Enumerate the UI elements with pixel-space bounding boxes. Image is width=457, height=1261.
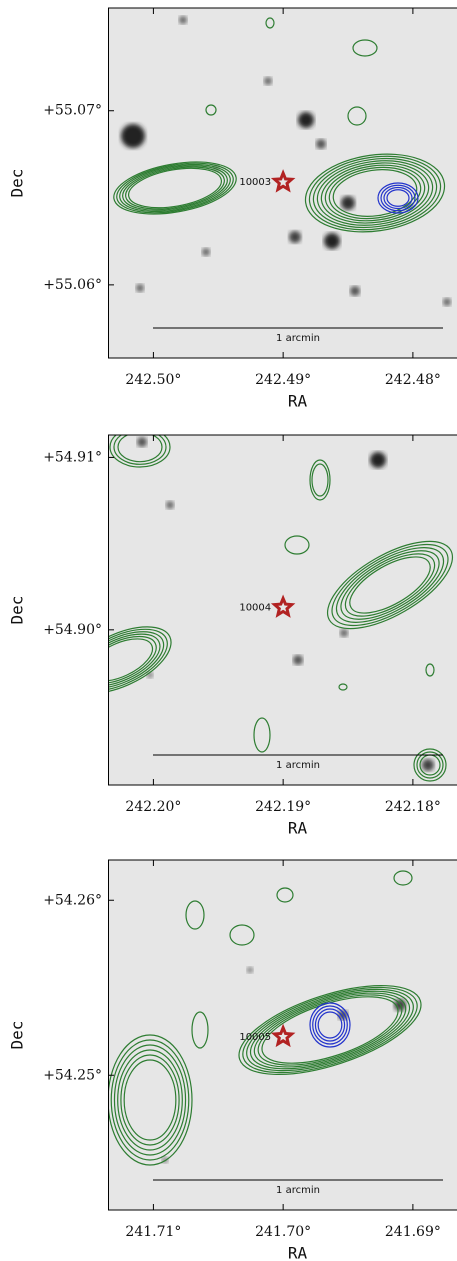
scale-bar-label: 1 arcmin (276, 1185, 320, 1196)
x-axis-label: RA (288, 819, 308, 838)
image-panel (108, 8, 457, 358)
image-background (108, 435, 457, 785)
source-label: 10003 (239, 177, 271, 188)
star-blob (289, 231, 301, 243)
star-blob (370, 452, 386, 468)
y-tick-label: +54.26° (43, 892, 102, 908)
x-tick-label: 242.19° (255, 799, 311, 815)
star-blob (316, 139, 326, 149)
star-blob (422, 759, 434, 771)
star-blob (340, 629, 348, 637)
star-blob (293, 655, 303, 665)
star-blob (298, 112, 314, 128)
x-tick-label: 242.49° (255, 372, 311, 388)
y-tick-label: +54.25° (43, 1067, 102, 1083)
y-tick-label: +55.06° (43, 277, 102, 293)
star-blob (179, 16, 187, 24)
x-tick-label: 241.69° (385, 1224, 441, 1240)
star-blob (324, 233, 340, 249)
star-blob (166, 501, 174, 509)
star-blob (136, 284, 144, 292)
star-blob (350, 286, 360, 296)
figure: 242.50° 242.49° 242.48° +55.06° +55.07° RA Dec… (0, 0, 457, 1261)
x-tick-label: 242.20° (125, 799, 181, 815)
star-blob (264, 77, 272, 85)
source-label: 10005 (239, 1032, 271, 1043)
y-tick-label: +55.07° (43, 103, 102, 119)
scale-bar-label: 1 arcmin (276, 760, 320, 771)
star-blob (341, 196, 355, 210)
x-tick-label: 242.48° (385, 372, 441, 388)
x-tick-label: 241.71° (125, 1224, 181, 1240)
y-axis-label: Dec (8, 169, 27, 198)
x-axis-label: RA (288, 1244, 308, 1261)
star-blob (443, 298, 451, 306)
star-blob (137, 437, 147, 447)
star-blob (121, 124, 145, 148)
scale-bar-label: 1 arcmin (276, 333, 320, 344)
y-tick-label: +54.90° (43, 622, 102, 638)
x-tick-label: 241.70° (255, 1224, 311, 1240)
x-tick-label: 242.18° (385, 799, 441, 815)
image-background (108, 8, 457, 358)
y-axis-label: Dec (8, 596, 27, 625)
y-axis-label: Dec (8, 1021, 27, 1050)
star-blob (202, 248, 210, 256)
y-tick-label: +54.91° (43, 449, 102, 465)
x-axis-label: RA (288, 392, 308, 411)
image-panel (108, 860, 457, 1210)
star-blob (247, 967, 253, 973)
x-tick-label: 242.50° (125, 372, 181, 388)
source-label: 10004 (239, 602, 271, 613)
